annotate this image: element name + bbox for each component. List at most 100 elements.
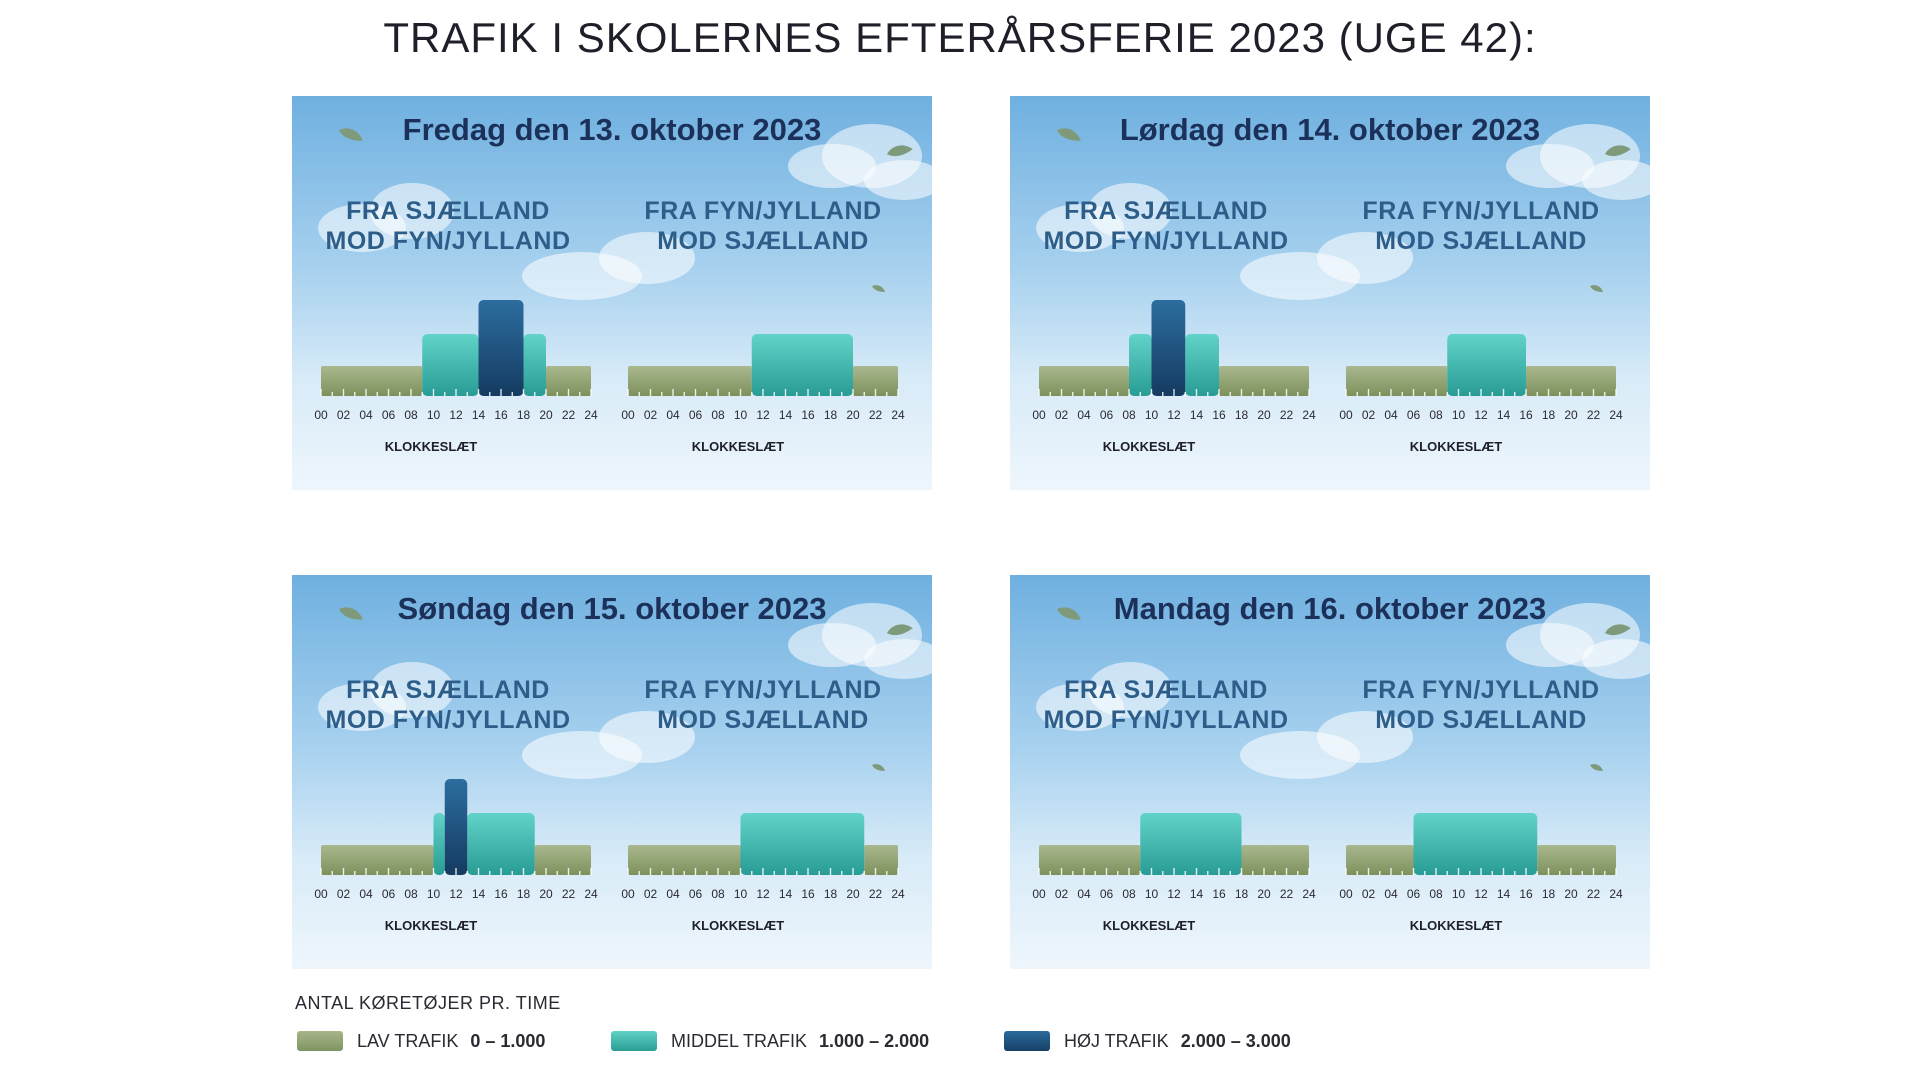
legend-swatch-high [1004,1031,1050,1051]
tick-label: 22 [562,408,576,422]
tick-label: 00 [1339,887,1353,901]
x-axis-label: KLOKKESLÆT [385,439,478,454]
tick-label: 20 [1257,408,1271,422]
tick-label: 12 [756,887,770,901]
legend-heading: ANTAL KØRETØJER PR. TIME [295,993,561,1013]
tick-label: 04 [1077,887,1091,901]
cloud-shape [864,160,932,200]
traffic-bar-low [1039,845,1141,875]
leaf-icon [339,607,363,620]
legend-label-low: LAV TRAFIK [357,1030,459,1051]
direction-label: MOD FYN/JYLLAND [326,706,571,734]
cloud-shape [1506,144,1594,188]
traffic-bar-high [444,779,468,875]
panel-title: Søndag den 15. oktober 2023 [397,591,827,626]
tick-label: 04 [1384,887,1398,901]
x-axis-label: KLOKKESLÆT [1410,439,1503,454]
tick-label: 24 [1609,887,1623,901]
direction-label: MOD FYN/JYLLAND [1044,706,1289,734]
tick-label: 22 [1587,408,1601,422]
traffic-bar-medium [467,813,535,875]
traffic-bar-low [628,845,741,875]
tick-label: 18 [1235,408,1249,422]
legend-range-low: 0 – 1.000 [470,1030,546,1051]
leaf-icon [887,145,913,157]
direction-label: FRA FYN/JYLLAND [1362,676,1599,704]
tick-label: 22 [869,887,883,901]
direction-label: FRA FYN/JYLLAND [1362,197,1599,225]
tick-label: 06 [1407,408,1421,422]
tick-label: 18 [1542,887,1556,901]
tick-label: 08 [1429,887,1443,901]
tick-label: 14 [779,408,793,422]
background-clouds [318,603,932,779]
direction-label: MOD FYN/JYLLAND [1044,227,1289,255]
traffic-bar-low [1346,366,1448,396]
traffic-bar-medium [751,334,853,396]
tick-label: 12 [1167,408,1181,422]
traffic-bar-medium [523,334,546,396]
leaf-icon [1590,764,1604,771]
traffic-bar-low [1039,366,1129,396]
tick-label: 14 [1190,887,1204,901]
tick-label: 00 [314,408,328,422]
tick-label: 10 [427,408,441,422]
tick-label: 00 [621,408,635,422]
tick-label: 22 [1280,408,1294,422]
tick-label: 08 [711,887,725,901]
cloud-shape [599,232,695,284]
leaf-icon [339,128,363,141]
traffic-bar-low [1537,845,1616,875]
traffic-bar-low [321,366,423,396]
tick-label: 14 [1497,408,1511,422]
tick-label: 02 [1055,408,1069,422]
tick-label: 06 [689,408,703,422]
cloud-shape [370,662,454,718]
cloud-shape [1317,711,1413,763]
tick-label: 16 [1519,408,1533,422]
tick-label: 20 [1257,887,1271,901]
traffic-bar-high [478,300,524,396]
traffic-bar-medium [1185,334,1219,396]
cloud-shape [1088,183,1172,239]
day-panel: Søndag den 15. oktober 2023 FRA SJÆLLAND M… [292,575,932,969]
cloud-shape [599,711,695,763]
direction-label: FRA FYN/JYLLAND [644,676,881,704]
traffic-bar-medium [1447,334,1526,396]
direction-label: FRA SJÆLLAND [346,197,550,225]
direction-label: MOD FYN/JYLLAND [326,227,571,255]
legend-range-high: 2.000 – 3.000 [1180,1030,1291,1051]
tick-label: 18 [517,408,531,422]
leaf-icon [1605,145,1631,157]
tick-label: 22 [1587,887,1601,901]
day-panel: Mandag den 16. oktober 2023 FRA SJÆLLAND M… [1010,575,1650,969]
tick-label: 20 [846,408,860,422]
tick-label: 14 [1497,887,1511,901]
tick-label: 02 [644,408,658,422]
leaf-icon [1605,624,1631,636]
tick-label: 14 [1190,408,1204,422]
day-panel: Fredag den 13. oktober 2023 FRA SJÆLLAND M… [292,96,932,490]
tick-label: 00 [621,887,635,901]
tick-label: 16 [494,887,508,901]
tick-label: 04 [359,408,373,422]
leaf-icon [1057,607,1081,620]
tick-label: 00 [1032,887,1046,901]
legend-label-high: HØJ TRAFIK [1064,1030,1169,1051]
tick-label: 08 [404,408,418,422]
tick-label: 02 [337,887,351,901]
legend-swatch-low [297,1031,343,1051]
tick-label: 02 [644,887,658,901]
traffic-bar-low [546,366,591,396]
tick-label: 22 [1280,887,1294,901]
traffic-bar-low [628,366,752,396]
tick-label: 24 [891,408,905,422]
tick-label: 06 [382,887,396,901]
legend-item-high: HØJ TRAFIK 2.000 – 3.000 [1004,1030,1291,1052]
leaf-icon [872,285,886,292]
